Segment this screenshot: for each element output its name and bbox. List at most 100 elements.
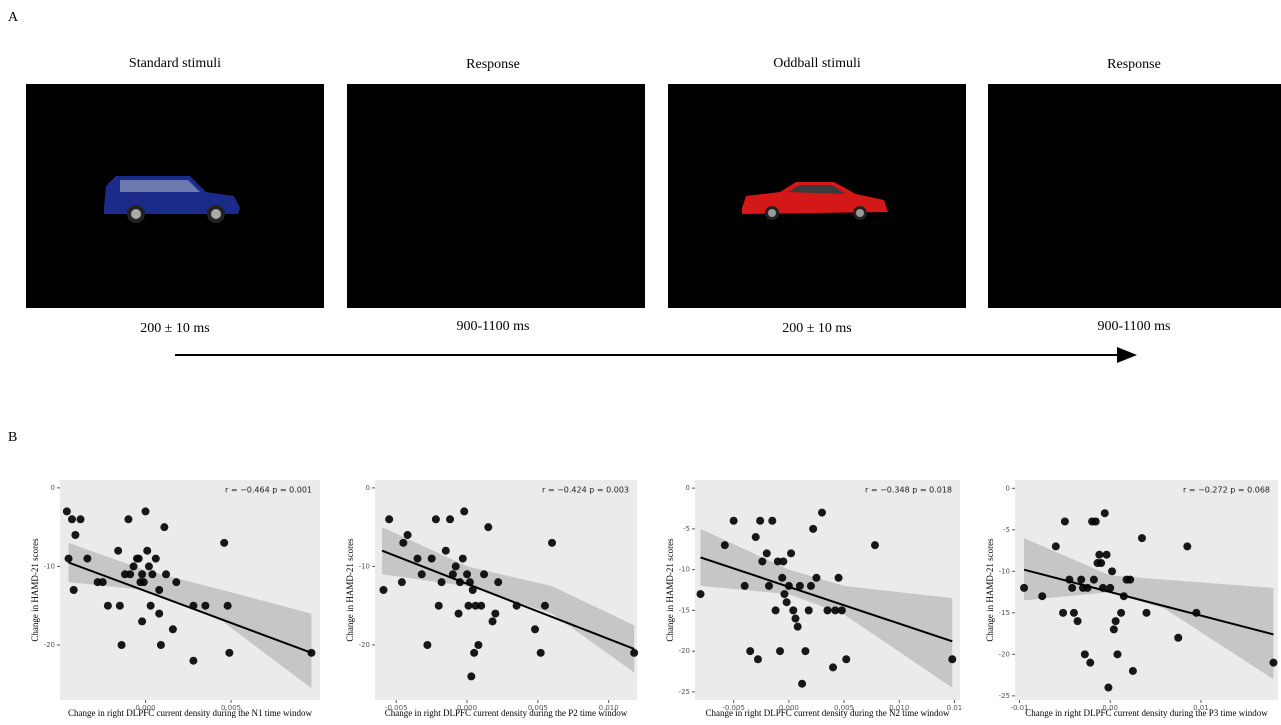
- frames: [26, 84, 1281, 308]
- x-axis-label: Change in right DLPFC current density du…: [385, 708, 628, 718]
- data-point: [1129, 667, 1137, 675]
- data-point: [752, 533, 760, 541]
- annotation: r = −0.272 p = 0.068: [1183, 486, 1270, 495]
- data-point: [541, 602, 549, 610]
- annotation: r = −0.464 p = 0.001: [225, 486, 312, 495]
- data-point: [385, 515, 393, 523]
- frame-duration: 200 ± 10 ms: [140, 321, 210, 336]
- data-point: [145, 562, 153, 570]
- data-point: [130, 562, 138, 570]
- data-point: [1068, 584, 1076, 592]
- data-point: [697, 590, 705, 598]
- data-point: [470, 649, 478, 657]
- y-tick-label: -15: [999, 609, 1010, 617]
- data-point: [1092, 518, 1100, 526]
- data-point: [756, 517, 764, 525]
- y-tick-label: 0: [366, 484, 370, 492]
- data-point: [452, 562, 460, 570]
- scatter-plot: 0-10-200.0000.005r = −0.464 p = 0.001Cha…: [30, 480, 320, 718]
- data-point: [531, 625, 539, 633]
- y-tick-label: 0: [686, 484, 690, 492]
- scatter-plot: 0-5-10-15-20-25-0.010.000.01r = −0.272 p…: [985, 480, 1278, 718]
- data-point: [754, 655, 762, 663]
- data-point: [138, 570, 146, 578]
- data-point: [789, 606, 797, 614]
- data-point: [68, 515, 76, 523]
- y-tick-label: -25: [999, 692, 1010, 700]
- data-point: [428, 555, 436, 563]
- data-point: [474, 641, 482, 649]
- data-point: [201, 602, 209, 610]
- x-axis-label: Change in right DLPFC current density du…: [1025, 708, 1268, 718]
- data-point: [1097, 559, 1105, 567]
- data-point: [169, 625, 177, 633]
- data-point: [1103, 551, 1111, 559]
- data-point: [399, 539, 407, 547]
- data-point: [63, 507, 71, 515]
- data-point: [1101, 509, 1109, 517]
- data-point: [1110, 625, 1118, 633]
- data-point: [721, 541, 729, 549]
- data-point: [162, 570, 170, 578]
- stimulus-frame: [347, 84, 645, 308]
- data-point: [155, 586, 163, 594]
- data-point: [630, 649, 638, 657]
- x-axis-label: Change in right DLPFC current density du…: [68, 708, 312, 718]
- data-point: [805, 606, 813, 614]
- y-tick-label: -20: [359, 641, 370, 649]
- data-point: [1070, 609, 1078, 617]
- data-point: [1143, 609, 1151, 617]
- data-point: [778, 574, 786, 582]
- data-point: [413, 555, 421, 563]
- data-point: [438, 578, 446, 586]
- data-point: [548, 539, 556, 547]
- data-point: [116, 602, 124, 610]
- data-point: [818, 509, 826, 517]
- y-tick-label: -10: [999, 567, 1010, 575]
- data-point: [224, 602, 232, 610]
- data-point: [435, 602, 443, 610]
- data-point: [1020, 584, 1028, 592]
- data-point: [794, 623, 802, 631]
- data-point: [143, 547, 151, 555]
- data-point: [1183, 542, 1191, 550]
- data-point: [148, 570, 156, 578]
- data-point: [1052, 542, 1060, 550]
- data-point: [152, 555, 160, 563]
- data-point: [114, 547, 122, 555]
- data-point: [1113, 650, 1121, 658]
- y-axis-label: Change in HAMD-21 scores: [345, 538, 355, 642]
- data-point: [83, 555, 91, 563]
- data-point: [765, 582, 773, 590]
- data-point: [1174, 634, 1182, 642]
- data-point: [104, 602, 112, 610]
- data-point: [776, 647, 784, 655]
- y-tick-label: -5: [683, 525, 690, 533]
- data-point: [812, 574, 820, 582]
- data-point: [1104, 684, 1112, 692]
- data-point: [172, 578, 180, 586]
- data-point: [442, 547, 450, 555]
- data-point: [746, 647, 754, 655]
- data-point: [71, 531, 79, 539]
- data-point: [758, 557, 766, 565]
- data-point: [160, 523, 168, 531]
- y-tick-label: -5: [1003, 526, 1010, 534]
- x-axis-label: Change in right DLPFC current density du…: [706, 708, 950, 718]
- data-point: [126, 570, 134, 578]
- data-point: [477, 602, 485, 610]
- data-point: [1086, 659, 1094, 667]
- data-point: [99, 578, 107, 586]
- data-point: [225, 649, 233, 657]
- data-point: [809, 525, 817, 533]
- data-point: [1108, 567, 1116, 575]
- data-point: [404, 531, 412, 539]
- y-tick-label: -10: [44, 562, 55, 570]
- data-point: [1059, 609, 1067, 617]
- data-point: [494, 578, 502, 586]
- data-point: [537, 649, 545, 657]
- y-axis-label: Change in HAMD-21 scores: [665, 538, 675, 642]
- y-tick-label: -25: [679, 688, 690, 696]
- data-point: [871, 541, 879, 549]
- annotation: r = −0.424 p = 0.003: [542, 486, 629, 495]
